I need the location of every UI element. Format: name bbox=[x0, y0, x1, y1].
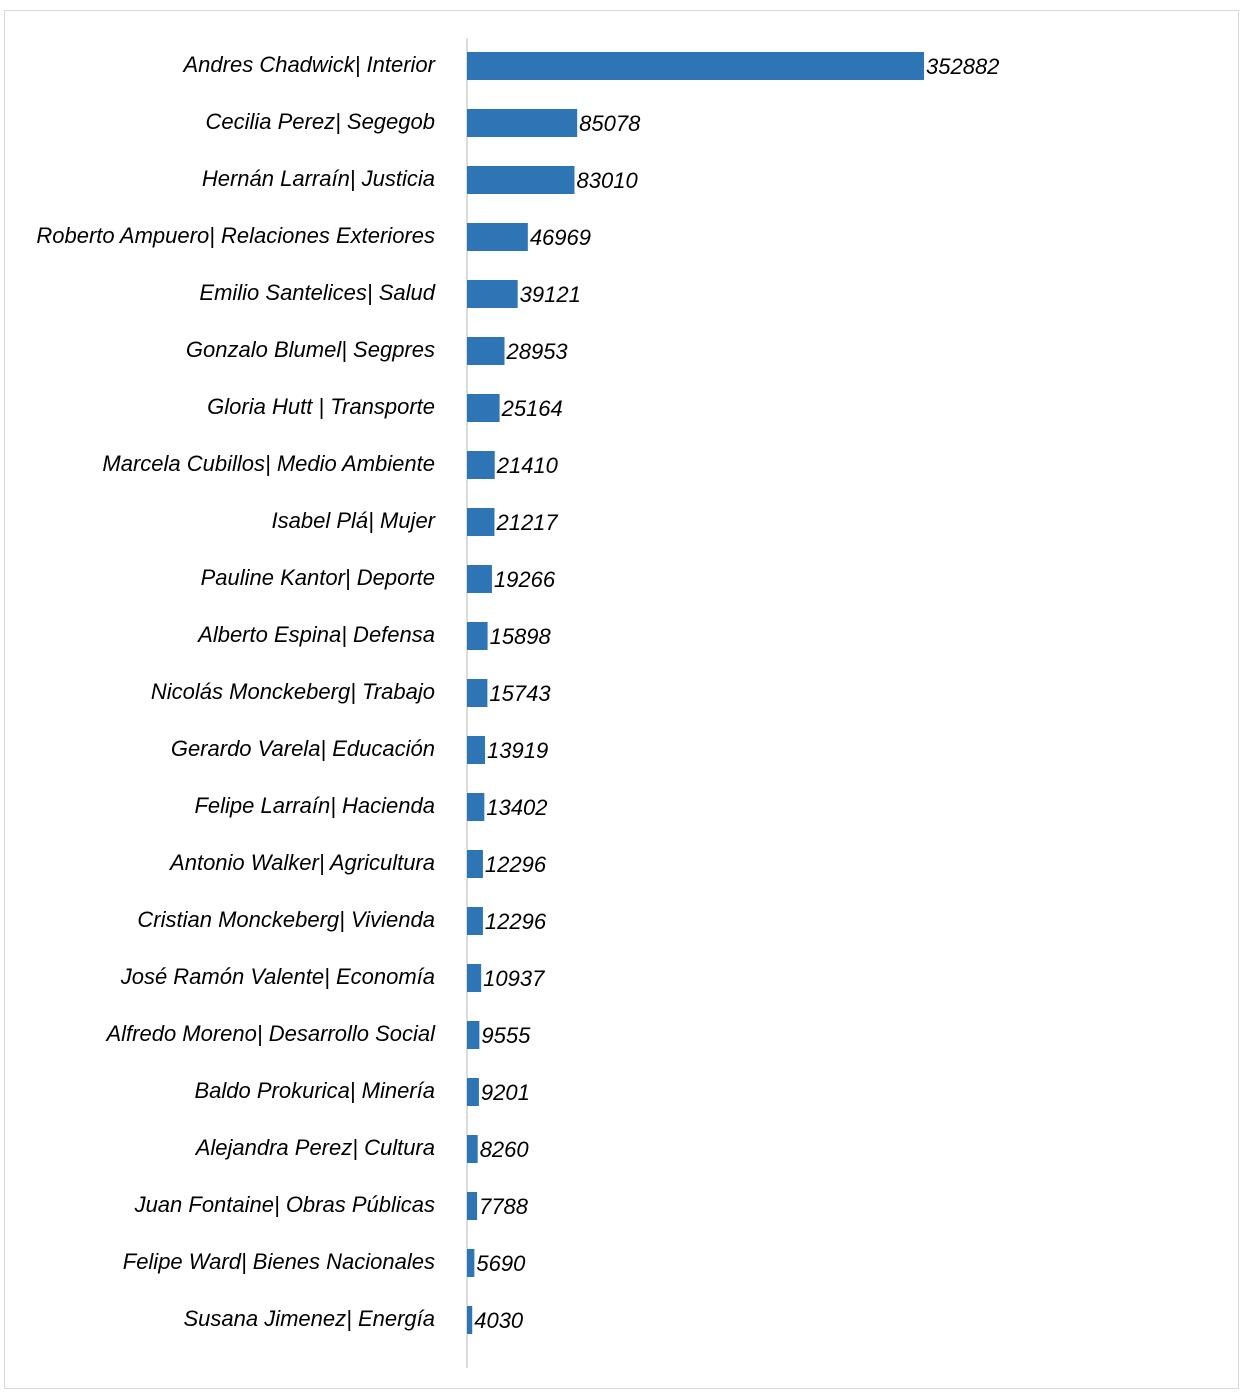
chart-border bbox=[4, 10, 1239, 1389]
value-label: 21217 bbox=[495, 510, 558, 535]
bar bbox=[467, 964, 482, 992]
bar bbox=[467, 508, 495, 536]
value-label: 46969 bbox=[530, 225, 591, 250]
category-label: Alberto Espina| Defensa bbox=[196, 622, 435, 647]
value-label: 83010 bbox=[577, 168, 639, 193]
bar bbox=[467, 1192, 478, 1220]
category-label: Marcela Cubillos| Medio Ambiente bbox=[102, 451, 435, 476]
category-label: Gerardo Varela| Educación bbox=[171, 736, 435, 761]
category-label: Nicolás Monckeberg| Trabajo bbox=[151, 679, 435, 704]
value-label: 9555 bbox=[481, 1023, 531, 1048]
category-label: Baldo Prokurica| Minería bbox=[195, 1078, 436, 1103]
bar bbox=[467, 907, 483, 935]
bar bbox=[467, 850, 483, 878]
value-label: 13919 bbox=[487, 738, 548, 763]
category-label: Emilio Santelices| Salud bbox=[199, 280, 435, 305]
value-label: 12296 bbox=[485, 909, 547, 934]
value-label: 21410 bbox=[496, 453, 559, 478]
category-label: Alejandra Perez| Cultura bbox=[194, 1135, 435, 1160]
value-label: 15898 bbox=[490, 624, 552, 649]
value-label: 7788 bbox=[479, 1194, 529, 1219]
category-label: José Ramón Valente| Economía bbox=[120, 964, 435, 989]
bar bbox=[467, 679, 488, 707]
value-label: 5690 bbox=[476, 1251, 526, 1276]
category-label: Roberto Ampuero| Relaciones Exteriores bbox=[36, 223, 435, 248]
bar bbox=[467, 52, 924, 80]
value-label: 25164 bbox=[501, 396, 563, 421]
value-label: 13402 bbox=[486, 795, 547, 820]
category-label: Isabel Plá| Mujer bbox=[272, 508, 437, 533]
category-label: Felipe Ward| Bienes Nacionales bbox=[123, 1249, 435, 1274]
category-label: Antonio Walker| Agricultura bbox=[168, 850, 435, 875]
bar bbox=[467, 622, 488, 650]
bar bbox=[467, 451, 495, 479]
value-label: 19266 bbox=[494, 567, 556, 592]
value-label: 4030 bbox=[474, 1308, 524, 1333]
bar bbox=[467, 1249, 475, 1277]
value-label: 28953 bbox=[505, 339, 568, 364]
value-label: 9201 bbox=[481, 1080, 530, 1105]
bar bbox=[467, 1078, 479, 1106]
value-label: 10937 bbox=[483, 966, 545, 991]
category-label: Gonzalo Blumel| Segpres bbox=[186, 337, 435, 362]
bar bbox=[467, 280, 518, 308]
bar bbox=[467, 223, 528, 251]
category-label: Cristian Monckeberg| Vivienda bbox=[137, 907, 435, 932]
value-label: 15743 bbox=[489, 681, 551, 706]
bar bbox=[467, 109, 578, 137]
value-label: 352882 bbox=[926, 54, 999, 79]
category-label: Gloria Hutt | Transporte bbox=[207, 394, 435, 419]
category-label: Alfredo Moreno| Desarrollo Social bbox=[104, 1021, 436, 1046]
bar bbox=[467, 1306, 473, 1334]
value-label: 12296 bbox=[485, 852, 547, 877]
value-label: 8260 bbox=[480, 1137, 530, 1162]
bar bbox=[467, 166, 575, 194]
bar bbox=[467, 337, 505, 365]
bar bbox=[467, 736, 486, 764]
bar bbox=[467, 793, 485, 821]
category-label: Cecilia Perez| Segegob bbox=[205, 109, 435, 134]
value-label: 85078 bbox=[579, 111, 641, 136]
category-label: Hernán Larraín| Justicia bbox=[202, 166, 435, 191]
bar bbox=[467, 565, 492, 593]
category-label: Juan Fontaine| Obras Públicas bbox=[134, 1192, 435, 1217]
bar bbox=[467, 1021, 480, 1049]
category-label: Felipe Larraín| Hacienda bbox=[194, 793, 435, 818]
bar bbox=[467, 1135, 478, 1163]
value-label: 39121 bbox=[520, 282, 581, 307]
bar bbox=[467, 394, 500, 422]
category-label: Andres Chadwick| Interior bbox=[182, 52, 437, 77]
category-label: Pauline Kantor| Deporte bbox=[201, 565, 435, 590]
category-label: Susana Jimenez| Energía bbox=[183, 1306, 435, 1331]
